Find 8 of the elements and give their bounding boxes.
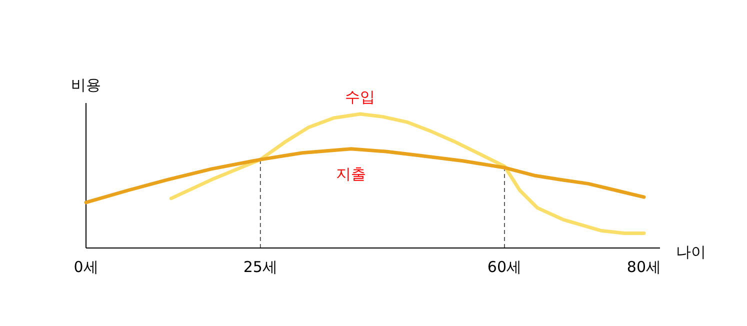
x-tick-label: 0세 xyxy=(74,258,98,276)
y-axis-title: 비용 xyxy=(71,76,101,94)
series-label: 지출 xyxy=(336,164,366,183)
x-axis-title: 나이 xyxy=(676,243,706,261)
x-tick-label: 80세 xyxy=(626,258,662,276)
x-tick-label: 60세 xyxy=(487,258,522,276)
x-tick-label: 25세 xyxy=(243,258,278,276)
series-label: 수입 xyxy=(345,88,376,106)
